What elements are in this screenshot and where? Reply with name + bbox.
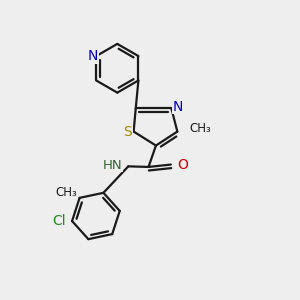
Text: Cl: Cl bbox=[52, 214, 65, 228]
Text: S: S bbox=[123, 124, 132, 139]
Text: O: O bbox=[177, 158, 188, 172]
Text: CH₃: CH₃ bbox=[189, 122, 211, 135]
Text: N: N bbox=[173, 100, 183, 114]
Text: CH₃: CH₃ bbox=[55, 186, 76, 199]
Text: N: N bbox=[88, 49, 98, 63]
Text: HN: HN bbox=[103, 159, 122, 172]
